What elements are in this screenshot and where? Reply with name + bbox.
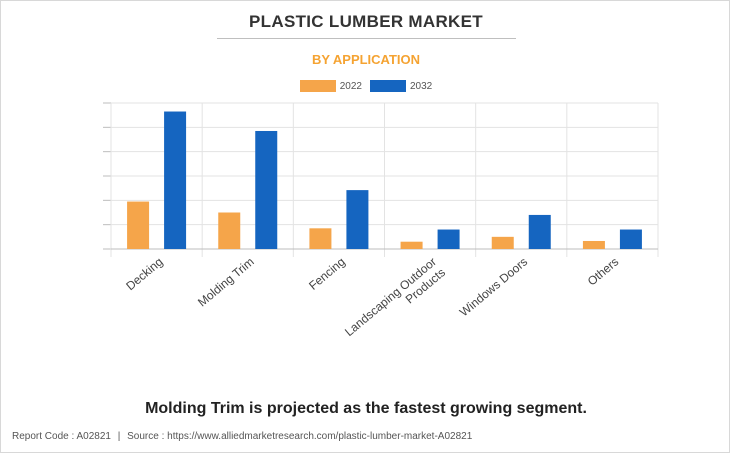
x-tick-label-line: Windows Doors [457, 255, 530, 320]
legend-label-2022: 2022 [339, 80, 362, 92]
chart-subtitle: BY APPLICATION [311, 52, 421, 67]
legend-swatch-2032 [370, 80, 406, 92]
x-tick-label-line: Landscaping Outdoor [342, 255, 439, 339]
bar-2022-decking[interactable] [127, 201, 150, 249]
x-tick-label-line: Molding Trim [195, 255, 257, 310]
bar-2032-fencing[interactable] [346, 190, 369, 249]
x-tick-label-line: Decking [123, 255, 165, 294]
legend-item-2022[interactable]: 2022 [299, 80, 362, 92]
report-source: Source : https://www.alliedmarketresearc… [127, 431, 473, 442]
bar-2022-fencing[interactable] [309, 228, 332, 249]
bar-2032-molding-trim[interactable] [255, 130, 278, 249]
bar-2032-others[interactable] [619, 229, 642, 249]
footer-separator: | [117, 431, 121, 442]
x-tick-label: Molding Trim [195, 255, 257, 310]
legend-item-2032[interactable]: 2032 [370, 80, 432, 92]
legend-swatch-2022 [299, 80, 336, 92]
chart-title: PLASTIC LUMBER MARKET [249, 12, 483, 31]
bar-2032-decking[interactable] [164, 111, 187, 250]
x-tick-label: Decking [123, 255, 165, 294]
title-divider [217, 38, 516, 39]
x-tick-label: Others [585, 255, 622, 289]
legend-label-2032: 2032 [410, 80, 433, 92]
legend: 2022 2032 [1, 80, 730, 92]
x-tick-label: Landscaping OutdoorProducts [342, 255, 448, 350]
x-tick-label: Windows Doors [457, 255, 530, 320]
bar-2022-others[interactable] [582, 240, 605, 249]
bar-2032-landscaping-outdoor-products[interactable] [437, 229, 460, 249]
bar-2022-landscaping-outdoor-products[interactable] [400, 241, 423, 249]
bar-2022-molding-trim[interactable] [218, 212, 241, 250]
bar-2022-windows-doors[interactable] [491, 236, 514, 249]
bar-2032-windows-doors[interactable] [528, 214, 551, 249]
report-code: Report Code : A02821 [12, 431, 111, 442]
report-footer: Report Code : A02821 | Source : https://… [12, 431, 472, 442]
x-tick-label-line: Others [585, 255, 622, 289]
x-tick-label: Fencing [306, 255, 348, 293]
x-tick-label-line: Fencing [306, 255, 348, 293]
chart-caption: Molding Trim is projected as the fastest… [145, 400, 587, 417]
